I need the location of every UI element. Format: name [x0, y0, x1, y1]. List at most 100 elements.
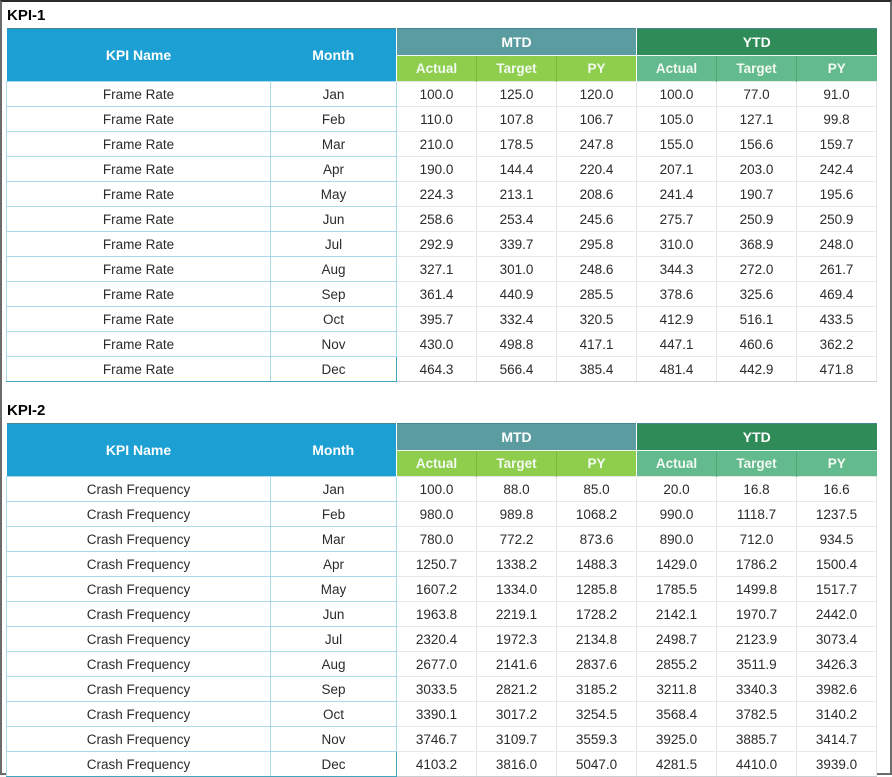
value-cell: 3211.8 [636, 676, 718, 702]
table-row: Frame Rate Sep 361.4 440.9 285.5 378.6 325.6 46… [6, 281, 878, 307]
kpi-name-column-header: KPI Name [6, 423, 271, 477]
value-cell: 344.3 [636, 256, 718, 282]
value-cell: 2320.4 [396, 626, 477, 652]
group-header-ytd: YTD [636, 28, 877, 56]
value-cell: 91.0 [796, 81, 878, 107]
value-cell: 3073.4 [796, 626, 878, 652]
kpi-name-cell: Crash Frequency [6, 626, 271, 652]
kpi-name-cell: Frame Rate [6, 81, 271, 107]
value-cell: 5047.0 [555, 751, 638, 777]
value-cell: 1250.7 [396, 551, 477, 577]
value-cell: 241.4 [636, 181, 718, 207]
mtd-target-header: Target [476, 55, 557, 82]
kpi-name-cell: Crash Frequency [6, 501, 271, 527]
kpi-name-cell: Frame Rate [6, 106, 271, 132]
value-cell: 85.0 [555, 476, 638, 502]
value-cell: 245.6 [555, 206, 638, 232]
value-cell: 3017.2 [476, 701, 557, 727]
value-cell: 447.1 [636, 331, 718, 357]
table-row: Frame Rate Oct 395.7 332.4 320.5 412.9 516.1 43… [6, 306, 878, 332]
value-cell: 1517.7 [796, 576, 878, 602]
value-cell: 2821.2 [476, 676, 557, 702]
value-cell: 378.6 [636, 281, 718, 307]
value-cell: 3426.3 [796, 651, 878, 677]
value-cell: 210.0 [396, 131, 477, 157]
kpi-section-title: KPI-1 [7, 7, 46, 24]
value-cell: 2219.1 [476, 601, 557, 627]
value-cell: 156.6 [716, 131, 798, 157]
value-cell: 3782.5 [716, 701, 798, 727]
kpi-section-title: KPI-2 [7, 402, 46, 419]
value-cell: 100.0 [636, 81, 718, 107]
value-cell: 155.0 [636, 131, 718, 157]
kpi-name-cell: Frame Rate [6, 206, 271, 232]
kpi-name-cell: Frame Rate [6, 181, 271, 207]
table-row: Frame Rate Feb 110.0 107.8 106.7 105.0 127.1 99… [6, 106, 878, 132]
value-cell: 498.8 [476, 331, 557, 357]
kpi-name-cell: Crash Frequency [6, 576, 271, 602]
month-cell: Apr [270, 551, 397, 577]
value-cell: 385.4 [555, 356, 638, 382]
kpi-name-cell: Crash Frequency [6, 526, 271, 552]
value-cell: 125.0 [476, 81, 557, 107]
kpi-name-cell: Crash Frequency [6, 551, 271, 577]
kpi-name-cell: Crash Frequency [6, 701, 271, 727]
value-cell: 127.1 [716, 106, 798, 132]
value-cell: 207.1 [636, 156, 718, 182]
kpi-name-cell: Crash Frequency [6, 476, 271, 502]
kpi-name-cell: Crash Frequency [6, 726, 271, 752]
value-cell: 332.4 [476, 306, 557, 332]
table-row: Frame Rate May 224.3 213.1 208.6 241.4 190.7 19… [6, 181, 878, 207]
value-cell: 20.0 [636, 476, 718, 502]
value-cell: 2123.9 [716, 626, 798, 652]
value-cell: 516.1 [716, 306, 798, 332]
month-cell: Oct [270, 701, 397, 727]
table-row: Frame Rate Jun 258.6 253.4 245.6 275.7 250.9 25… [6, 206, 878, 232]
mtd-py-header: PY [555, 55, 637, 82]
value-cell: 247.8 [555, 131, 638, 157]
value-cell: 275.7 [636, 206, 718, 232]
value-cell: 873.6 [555, 526, 638, 552]
value-cell: 1607.2 [396, 576, 477, 602]
value-cell: 3185.2 [555, 676, 638, 702]
value-cell: 1972.3 [476, 626, 557, 652]
value-cell: 339.7 [476, 231, 557, 257]
value-cell: 1728.2 [555, 601, 638, 627]
value-cell: 2142.1 [636, 601, 718, 627]
table-row: Crash Frequency Sep 3033.5 2821.2 3185.2 3211… [6, 676, 878, 702]
mtd-target-header: Target [476, 450, 557, 477]
kpi-section-1: KPI-1 KPI Name Month MTD YTD Actual Target PY Ac… [6, 7, 890, 382]
value-cell: 3254.5 [555, 701, 638, 727]
value-cell: 16.8 [716, 476, 798, 502]
value-cell: 253.4 [476, 206, 557, 232]
group-header-mtd: MTD [395, 28, 637, 56]
month-cell: Sep [270, 676, 397, 702]
value-cell: 464.3 [396, 356, 477, 382]
value-cell: 250.9 [716, 206, 798, 232]
table-row: Frame Rate Jan 100.0 125.0 120.0 100.0 77.0 91.… [6, 81, 878, 107]
value-cell: 106.7 [555, 106, 638, 132]
value-cell: 481.4 [636, 356, 718, 382]
month-cell: May [270, 181, 397, 207]
month-column-header: Month [270, 28, 397, 82]
value-cell: 258.6 [396, 206, 477, 232]
value-cell: 3390.1 [396, 701, 477, 727]
value-cell: 88.0 [476, 476, 557, 502]
month-cell: Feb [270, 106, 397, 132]
value-cell: 107.8 [476, 106, 557, 132]
month-cell: Nov [270, 331, 397, 357]
value-cell: 471.8 [796, 356, 878, 382]
value-cell: 1068.2 [555, 501, 638, 527]
table-row: Frame Rate Mar 210.0 178.5 247.8 155.0 156.6 15… [6, 131, 878, 157]
value-cell: 417.1 [555, 331, 638, 357]
ytd-actual-header: Actual [636, 450, 717, 477]
value-cell: 261.7 [796, 256, 878, 282]
value-cell: 2498.7 [636, 626, 718, 652]
month-cell: Jun [270, 206, 397, 232]
table-row: Crash Frequency Oct 3390.1 3017.2 3254.5 3568… [6, 701, 878, 727]
value-cell: 4281.5 [636, 751, 718, 777]
value-cell: 178.5 [476, 131, 557, 157]
value-cell: 3816.0 [476, 751, 557, 777]
kpi-name-cell: Frame Rate [6, 356, 271, 382]
value-cell: 3140.2 [796, 701, 878, 727]
